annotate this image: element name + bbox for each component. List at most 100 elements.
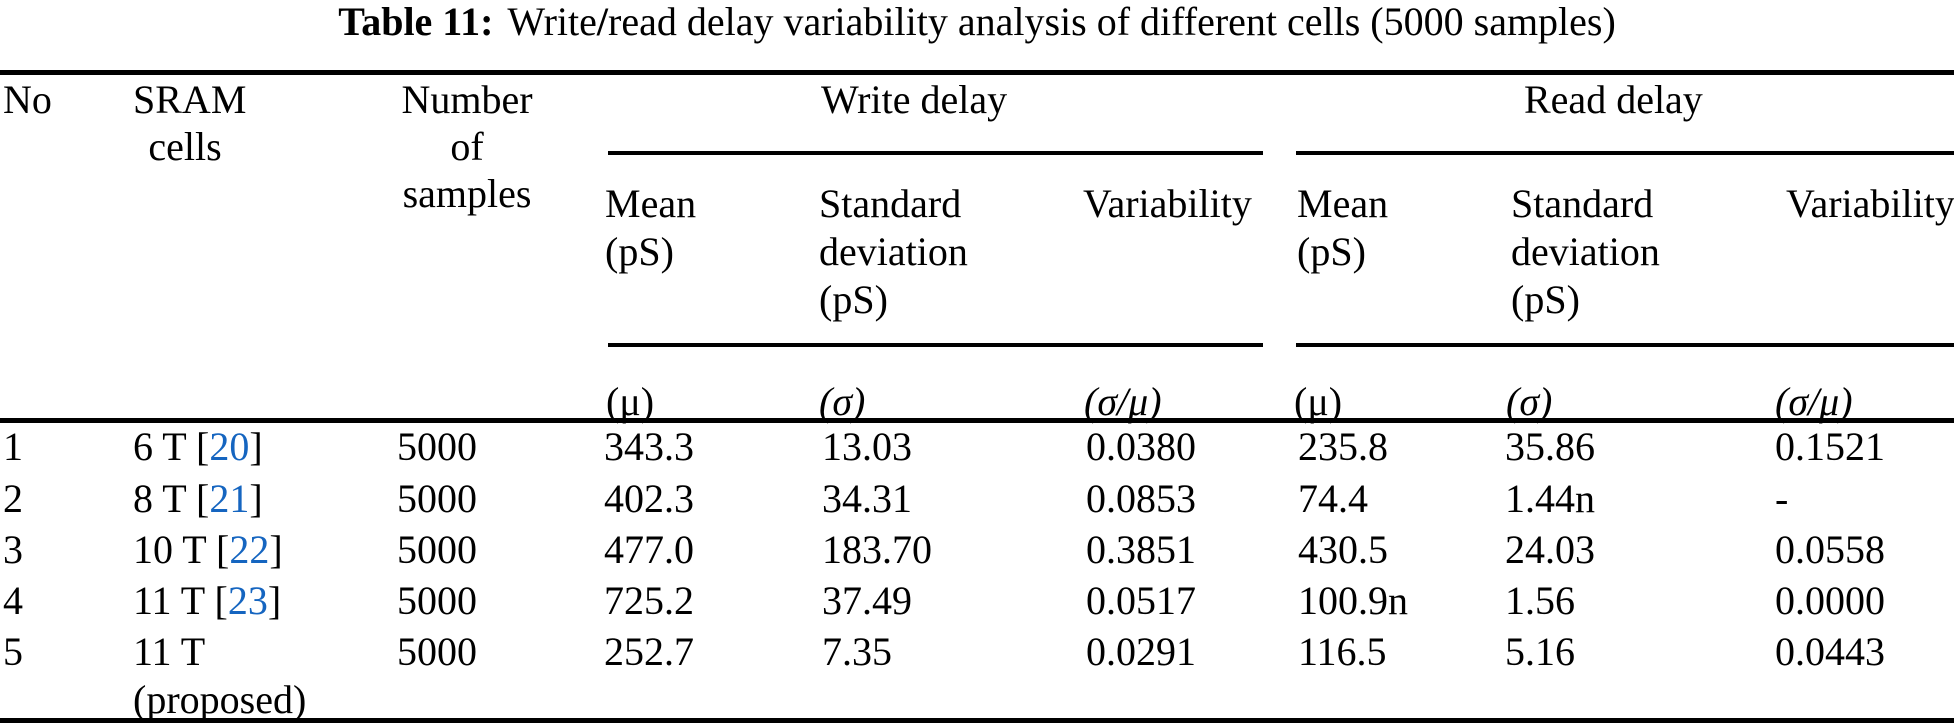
symbol-write-sd: (σ) xyxy=(819,379,866,424)
cell-read-mean: 430.5 xyxy=(1298,527,1388,572)
table-row: 1 6 T [20] 5000 343.3 13.03 0.0380 235.8… xyxy=(0,427,1954,479)
symbol-read-variability: (σ/μ) xyxy=(1775,379,1853,424)
cell-no: 4 xyxy=(3,578,23,623)
cell-write-mean: 477.0 xyxy=(604,527,694,572)
table-row: 3 10 T [22] 5000 477.0 183.70 0.3851 430… xyxy=(0,530,1954,582)
subheader-write-variability: Variability xyxy=(1083,181,1252,226)
cell-read-mean: 100.9n xyxy=(1298,578,1408,623)
table-row: 2 8 T [21] 5000 402.3 34.31 0.0853 74.4 … xyxy=(0,479,1954,531)
cell-sram-text: 11 T [ xyxy=(133,578,228,623)
cell-write-variability: 0.3851 xyxy=(1086,527,1196,572)
table-row: 5 11 T (proposed) 5000 252.7 7.35 0.0291 … xyxy=(0,629,1954,720)
subheader-read-mean-line2: (pS) xyxy=(1297,229,1366,274)
subheader-write-mean: Mean (pS) xyxy=(605,180,696,276)
col-header-no: No xyxy=(3,77,52,122)
cell-sram-bracket: ] xyxy=(249,424,263,469)
cell-read-sd: 35.86 xyxy=(1505,424,1595,469)
subheader-write-mean-line1: Mean xyxy=(605,181,697,226)
rule-top xyxy=(0,70,1954,75)
cell-read-variability: 0.0000 xyxy=(1775,578,1885,623)
rule-header-body xyxy=(0,418,1954,423)
cell-write-sd: 13.03 xyxy=(822,424,912,469)
col-header-samples: Number of samples xyxy=(398,76,536,217)
cell-sram-text: 6 T [ xyxy=(133,424,210,469)
cell-read-sd: 1.44n xyxy=(1505,476,1595,521)
cell-samples: 5000 xyxy=(397,527,477,572)
cell-read-sd: 5.16 xyxy=(1505,629,1575,674)
col-header-samples-line1: Number xyxy=(401,77,533,122)
cell-sram-text: 8 T [ xyxy=(133,476,210,521)
cell-sram-text: 11 T xyxy=(133,629,206,674)
cell-sram-line2: (proposed) xyxy=(133,677,307,722)
cell-sram-bracket: ] xyxy=(267,578,282,623)
cell-read-sd: 1.56 xyxy=(1505,578,1575,623)
subheader-read-sd-line2: deviation xyxy=(1511,229,1660,274)
citation-link[interactable]: 23 xyxy=(227,578,268,623)
citation-link[interactable]: 20 xyxy=(209,424,250,469)
cell-no: 2 xyxy=(3,476,23,521)
cell-sram: 8 T [21] xyxy=(133,479,263,519)
cmidrule-write-lower xyxy=(608,343,1263,347)
cell-no: 5 xyxy=(3,629,23,674)
cell-write-sd: 183.70 xyxy=(822,527,932,572)
subheader-write-sd: Standard deviation (pS) xyxy=(819,180,968,324)
cell-read-mean: 235.8 xyxy=(1298,424,1388,469)
cell-write-mean: 343.3 xyxy=(604,424,694,469)
cell-read-variability: 0.0558 xyxy=(1775,527,1885,572)
cell-write-variability: 0.0517 xyxy=(1086,578,1196,623)
subheader-write-sd-line1: Standard xyxy=(819,181,962,226)
group-header-write-delay: Write delay xyxy=(821,77,1008,122)
subheader-write-sd-line2: deviation xyxy=(819,229,968,274)
table-row: 4 11 T [23] 5000 725.2 37.49 0.0517 100.… xyxy=(0,581,1954,633)
citation-link[interactable]: 22 xyxy=(229,527,270,572)
subheader-read-sd-line1: Standard xyxy=(1511,181,1654,226)
cell-write-sd: 37.49 xyxy=(822,578,912,623)
cmidrule-read-lower xyxy=(1296,343,1954,347)
col-header-samples-line2: of xyxy=(450,124,484,169)
rule-bottom xyxy=(0,718,1954,723)
cell-sram: 11 T (proposed) xyxy=(133,629,306,720)
subheader-read-sd: Standard deviation (pS) xyxy=(1511,180,1660,324)
cell-samples: 5000 xyxy=(397,476,477,521)
cell-sram-bracket: ] xyxy=(249,476,263,521)
citation-link[interactable]: 21 xyxy=(209,476,250,521)
cell-read-variability: - xyxy=(1775,476,1789,521)
col-header-sram-cells: SRAM cells xyxy=(133,76,247,170)
cell-write-variability: 0.0380 xyxy=(1086,424,1196,469)
symbol-read-sd: (σ) xyxy=(1506,379,1553,424)
subheader-read-sd-line3: (pS) xyxy=(1511,277,1580,322)
caption-text-rest: read delay variability analysis of diffe… xyxy=(608,0,1616,44)
cell-no: 1 xyxy=(3,424,23,469)
symbol-write-mean: (μ) xyxy=(606,379,655,424)
caption-label: Table 11: xyxy=(338,0,494,44)
col-header-sram-line1: SRAM xyxy=(133,77,247,122)
subheader-write-sd-line3: (pS) xyxy=(819,277,888,322)
cell-samples: 5000 xyxy=(397,424,477,469)
table-caption: Table 11: Write/read delay variability an… xyxy=(0,0,1954,45)
cell-sram-text: 10 T [ xyxy=(133,527,230,572)
cell-sram-bracket: ] xyxy=(269,527,283,572)
subheader-read-mean-line1: Mean xyxy=(1297,181,1389,226)
cell-write-variability: 0.0853 xyxy=(1086,476,1196,521)
cell-write-mean: 252.7 xyxy=(604,629,694,674)
cell-no: 3 xyxy=(3,527,23,572)
cell-read-mean: 74.4 xyxy=(1298,476,1368,521)
col-header-sram-line2: cells xyxy=(148,124,222,169)
caption-slash: / xyxy=(596,0,608,44)
cell-write-mean: 402.3 xyxy=(604,476,694,521)
cell-sram: 10 T [22] xyxy=(133,530,283,570)
subheader-write-mean-line2: (pS) xyxy=(605,229,674,274)
symbol-read-mean: (μ) xyxy=(1294,379,1343,424)
cell-read-variability: 0.1521 xyxy=(1775,424,1885,469)
cell-write-sd: 34.31 xyxy=(822,476,912,521)
subheader-read-variability: Variability xyxy=(1786,181,1954,226)
cell-samples: 5000 xyxy=(397,629,477,674)
cell-read-mean: 116.5 xyxy=(1298,629,1387,674)
group-header-read-delay: Read delay xyxy=(1524,77,1703,122)
cell-read-variability: 0.0443 xyxy=(1775,629,1885,674)
symbol-write-variability: (σ/μ) xyxy=(1084,379,1162,424)
caption-text-write: Write xyxy=(507,0,597,44)
cell-write-variability: 0.0291 xyxy=(1086,629,1196,674)
cmidrule-read-upper xyxy=(1296,151,1954,155)
cell-write-mean: 725.2 xyxy=(604,578,694,623)
